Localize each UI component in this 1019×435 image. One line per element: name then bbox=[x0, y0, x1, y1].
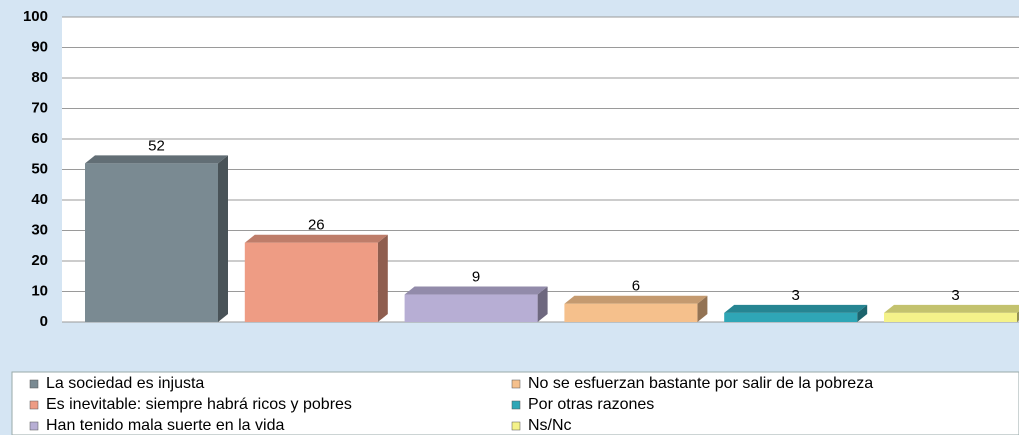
y-tick-label: 30 bbox=[31, 221, 48, 238]
legend-swatch bbox=[29, 421, 39, 431]
y-tick-label: 40 bbox=[31, 191, 48, 208]
bar bbox=[724, 312, 858, 322]
bar bbox=[564, 303, 698, 322]
legend-swatch bbox=[511, 379, 521, 389]
legend-label: Ns/Nc bbox=[528, 417, 572, 434]
data-label: 3 bbox=[792, 287, 800, 304]
bar bbox=[404, 294, 538, 322]
bar-side bbox=[697, 295, 708, 322]
bar-top bbox=[244, 234, 388, 243]
legend-swatch bbox=[511, 421, 521, 431]
y-tick-label: 10 bbox=[31, 282, 48, 299]
legend-swatch bbox=[29, 379, 39, 389]
y-tick-label: 60 bbox=[31, 130, 48, 147]
bar bbox=[884, 312, 1017, 322]
legend-swatch bbox=[29, 400, 39, 410]
bar-side bbox=[537, 286, 548, 322]
bar-top bbox=[724, 304, 868, 313]
y-tick-label: 50 bbox=[31, 160, 48, 177]
data-label: 26 bbox=[308, 217, 325, 234]
y-tick-label: 70 bbox=[31, 99, 48, 116]
data-label: 9 bbox=[472, 269, 480, 286]
y-tick-label: 0 bbox=[40, 313, 48, 330]
bar-top bbox=[884, 304, 1019, 313]
bar-top bbox=[85, 155, 228, 164]
bar-top bbox=[404, 286, 548, 295]
legend-swatch bbox=[511, 400, 521, 410]
bar-top bbox=[564, 295, 708, 304]
y-tick-label: 90 bbox=[31, 38, 48, 55]
bar-side bbox=[377, 234, 388, 322]
legend-label: Por otras razones bbox=[528, 396, 654, 413]
bar-side bbox=[218, 155, 228, 322]
y-tick-label: 100 bbox=[23, 8, 48, 25]
legend-label: La sociedad es injusta bbox=[46, 375, 204, 392]
legend-label: No se esfuerzan bastante por salir de la… bbox=[528, 375, 873, 392]
data-label: 3 bbox=[951, 287, 959, 304]
data-label: 52 bbox=[148, 137, 165, 154]
y-tick-label: 80 bbox=[31, 69, 48, 86]
bar bbox=[244, 242, 378, 322]
data-label: 6 bbox=[632, 278, 640, 295]
legend-label: Han tenido mala suerte en la vida bbox=[46, 417, 284, 434]
bar bbox=[85, 163, 218, 322]
legend-label: Es inevitable: siempre habrá ricos y pob… bbox=[46, 396, 352, 413]
y-tick-label: 20 bbox=[31, 252, 48, 269]
bar-side bbox=[857, 304, 868, 322]
